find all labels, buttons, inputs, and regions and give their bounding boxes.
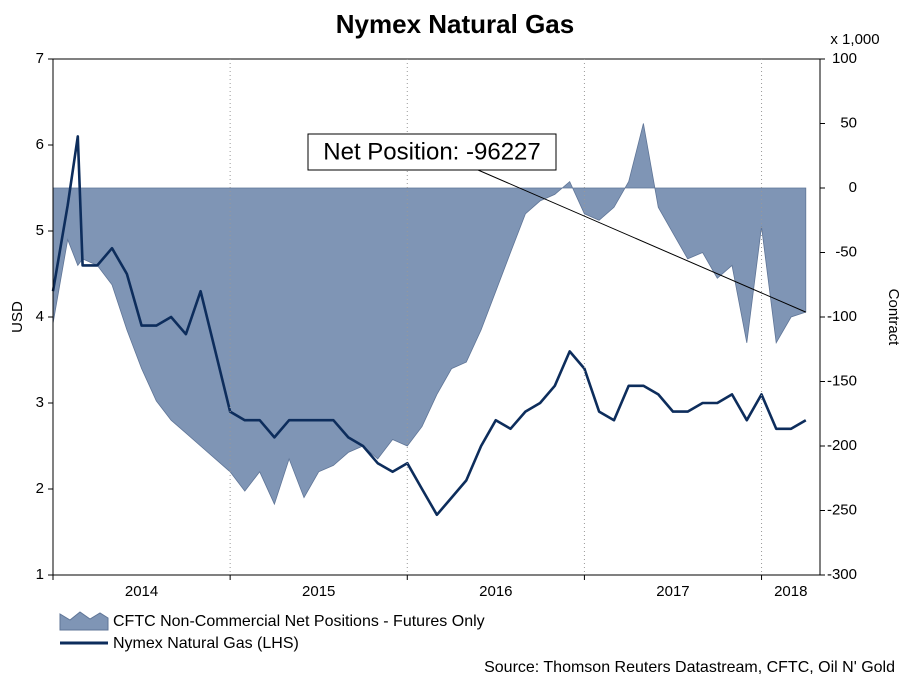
x-tick-label: 2015 <box>302 583 335 600</box>
source: Source: Thomson Reuters Datastream, CFTC… <box>484 659 895 676</box>
legend-swatch <box>59 611 109 631</box>
y-axis-title: USD <box>9 301 26 333</box>
y-tick-label: 7 <box>36 50 44 67</box>
y-tick-label: 4 <box>36 308 44 325</box>
annotation: Net Position: -96227 <box>323 138 540 165</box>
y2-tick-label: -50 <box>835 243 857 260</box>
y-tick-label: 5 <box>36 222 44 239</box>
y-tick-label: 3 <box>36 394 44 411</box>
y2-tick-label: 100 <box>832 50 857 67</box>
y-tick-label: 2 <box>36 480 44 497</box>
y2-unit: x 1,000 <box>830 31 879 48</box>
x-tick-label: 2017 <box>656 583 689 600</box>
y2-tick-label: -100 <box>827 308 857 325</box>
legend-label: CFTC Non-Commercial Net Positions - Futu… <box>113 613 485 630</box>
area <box>52 123 807 506</box>
x-tick-label: 2016 <box>479 583 512 600</box>
x-tick-label: 2014 <box>125 583 158 600</box>
y2-tick-label: -300 <box>827 566 857 583</box>
line <box>51 135 807 517</box>
legend-label: Nymex Natural Gas (LHS) <box>113 635 299 652</box>
y2-tick-label: -150 <box>827 372 857 389</box>
y2-tick-label: -200 <box>827 437 857 454</box>
chart-title: Nymex Natural Gas <box>336 9 574 39</box>
y2-tick-label: 50 <box>840 114 857 131</box>
x-tick-label: 2018 <box>774 583 807 600</box>
y2-axis-title: Contract <box>885 289 902 347</box>
y-tick-label: 1 <box>36 566 44 583</box>
y2-tick-label: -250 <box>827 501 857 518</box>
annotation-box <box>307 133 557 171</box>
annotation-leader <box>477 169 807 313</box>
y-tick-label: 6 <box>36 136 44 153</box>
y2-tick-label: 0 <box>849 179 857 196</box>
